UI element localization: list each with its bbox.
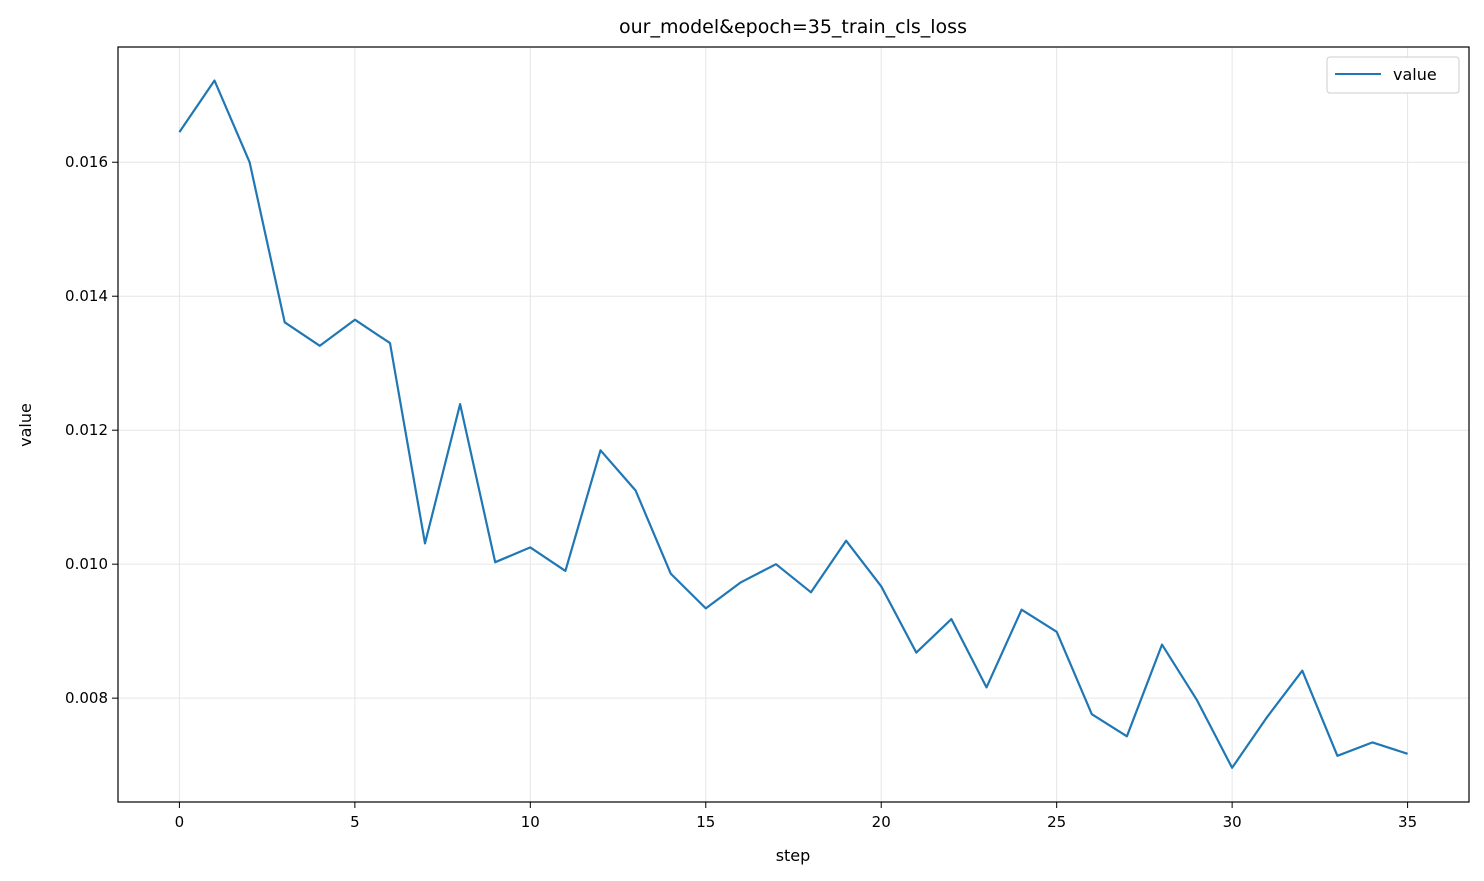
- x-tick-label: 10: [521, 813, 540, 831]
- plot-frame: [117, 46, 1470, 803]
- x-tick-label: 25: [1047, 813, 1066, 831]
- y-tick-label: 0.010: [65, 555, 108, 573]
- y-tick-label: 0.016: [65, 153, 108, 171]
- legend-box: [1326, 56, 1460, 94]
- x-axis-label: step: [776, 846, 811, 865]
- legend: value: [1326, 56, 1460, 94]
- legend-entry: value: [1393, 65, 1437, 84]
- chart-title: our_model&epoch=35_train_cls_loss: [619, 16, 967, 38]
- series-layer: [178, 79, 1408, 769]
- y-tick-label: 0.012: [65, 421, 108, 439]
- y-tick-label: 0.008: [65, 689, 108, 707]
- x-axis: 0 5 10 15 20 25 30 35: [175, 802, 1417, 831]
- x-tick-label: 5: [350, 813, 360, 831]
- y-axis-label: value: [16, 403, 35, 447]
- x-tick-label: 20: [872, 813, 891, 831]
- x-tick-label: 0: [175, 813, 185, 831]
- x-tick-label: 35: [1398, 813, 1417, 831]
- y-axis: 0.008 0.010 0.012 0.014 0.016: [65, 153, 118, 707]
- grid: [118, 47, 1469, 802]
- x-tick-label: 30: [1223, 813, 1242, 831]
- x-tick-label: 15: [696, 813, 715, 831]
- y-tick-label: 0.014: [65, 287, 108, 305]
- series-line-value: [178, 79, 1408, 769]
